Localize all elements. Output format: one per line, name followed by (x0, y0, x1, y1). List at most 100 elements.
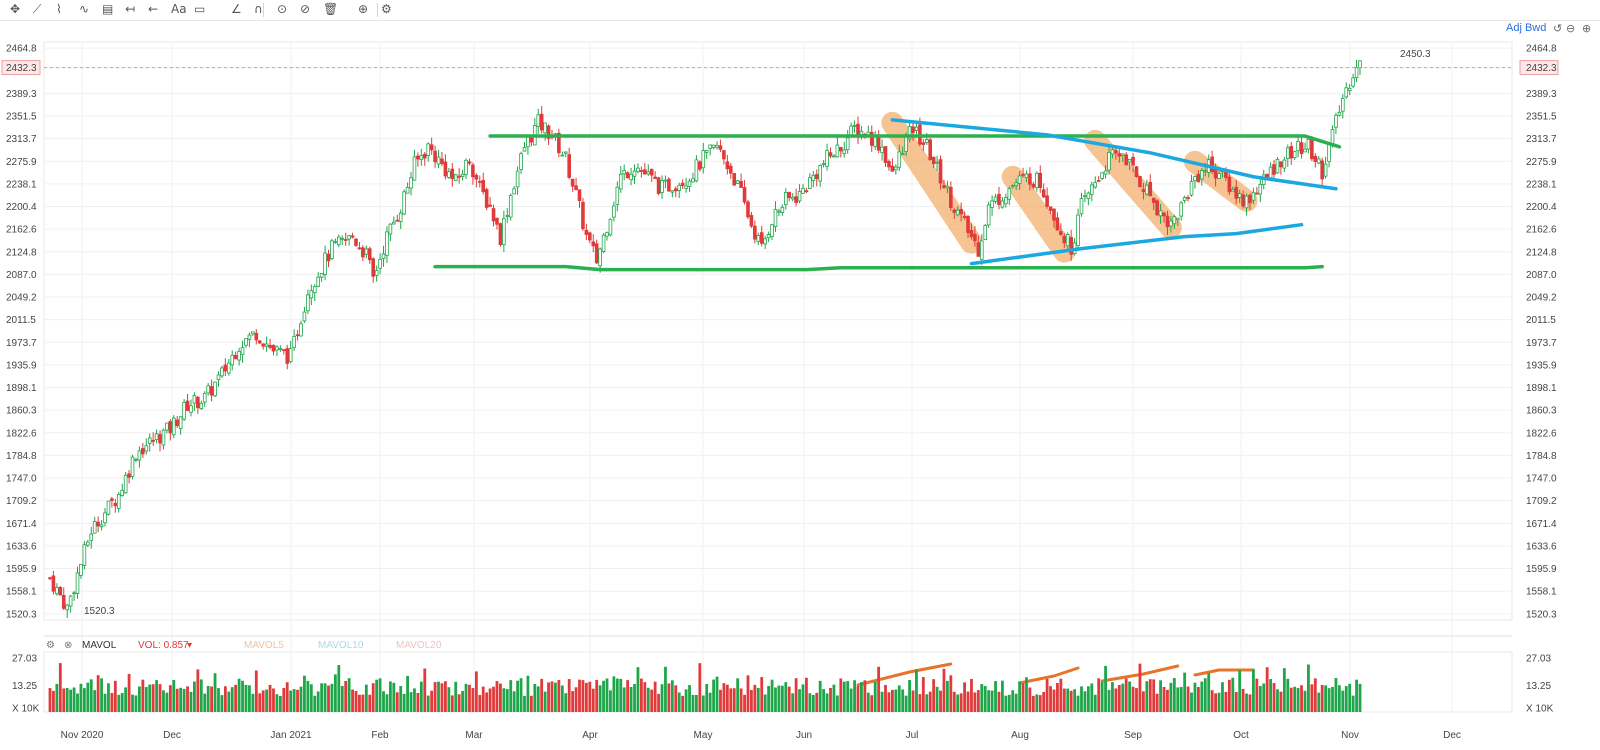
candle (735, 179, 740, 184)
volume-bar (141, 679, 145, 712)
candle (1079, 192, 1084, 217)
candle (677, 182, 682, 198)
volume-bar (842, 681, 846, 712)
time-tick-label: Oct (1233, 730, 1249, 741)
candle (746, 199, 750, 220)
price-tick-label: 1898.1 (1526, 383, 1557, 394)
hide-icon[interactable]: ⊘ (300, 2, 311, 16)
candle (240, 340, 245, 363)
candle (711, 144, 716, 150)
note-tool-icon[interactable]: ▭ (194, 2, 206, 16)
adjustment-mode-button[interactable]: Adj Bwd (1506, 22, 1547, 34)
minus-icon[interactable]: ⊖ (1566, 22, 1576, 35)
volume-bar (1231, 677, 1235, 712)
volume-bar (457, 694, 461, 712)
candle (522, 141, 527, 152)
volume-bar (385, 694, 389, 712)
candle (1076, 208, 1080, 249)
candle (873, 131, 877, 150)
volume-bar (688, 685, 691, 712)
volume-bar (447, 687, 451, 712)
crosshair-icon[interactable]: ✥ (10, 2, 21, 16)
candle (704, 149, 709, 159)
volume-bar (832, 684, 836, 712)
trend-annotations (44, 67, 1512, 687)
candle (123, 471, 128, 494)
pattern-tool-icon[interactable]: ⌇ (56, 2, 62, 16)
dropdown-icon[interactable]: ▾ (187, 640, 192, 651)
candle (883, 146, 888, 168)
candle (759, 225, 764, 247)
eye-icon[interactable]: ⊙ (277, 2, 288, 16)
undo-icon[interactable]: ↺ (1553, 22, 1563, 35)
candle (1004, 193, 1008, 208)
candle (1175, 217, 1180, 226)
candle (955, 206, 960, 217)
volume-bar (725, 684, 729, 712)
candle (99, 520, 104, 531)
candle (282, 349, 286, 355)
low-price-label: 1520.3 (84, 606, 115, 617)
candle (223, 358, 228, 377)
price-tick-label: 2011.5 (1526, 315, 1556, 326)
text-tool-icon[interactable]: Aa (171, 2, 187, 16)
candle (171, 415, 176, 439)
arrow-tool-icon[interactable]: ← (148, 2, 159, 16)
time-tick-label: Dec (1443, 730, 1461, 741)
volume-bar (1038, 695, 1042, 712)
candle (481, 172, 486, 195)
volume-bar (175, 688, 179, 712)
candle (928, 137, 933, 161)
time-tick-label: Feb (371, 730, 389, 741)
volume-bar (1107, 689, 1111, 712)
candle (443, 154, 448, 180)
volume-bar (165, 692, 169, 712)
line-tool-icon[interactable]: ⟋ (33, 2, 42, 16)
volume-bar (234, 684, 238, 712)
volume-settings-icon[interactable]: ⚙ (46, 640, 55, 651)
plus-icon[interactable]: ⊕ (1582, 22, 1592, 35)
candle (900, 146, 905, 156)
volume-bar (1021, 683, 1025, 712)
ruler-icon[interactable]: ∠ (231, 2, 242, 16)
volume-bar (959, 693, 963, 712)
range-tool-icon[interactable]: ↤ (125, 2, 136, 16)
volume-bar (1152, 679, 1156, 712)
link-icon[interactable]: ⊕ (358, 2, 369, 16)
volume-bar (719, 689, 722, 712)
toolbar-separator (263, 3, 264, 17)
candle (629, 167, 633, 186)
volume-close-icon[interactable]: ⊗ (64, 640, 72, 651)
volume-bar (1245, 693, 1248, 712)
volume-bar (853, 680, 856, 712)
volume-bar (395, 692, 399, 712)
candle (563, 151, 568, 158)
candle (618, 165, 623, 193)
volume-bar (244, 684, 248, 712)
candle (763, 235, 767, 250)
volume-bar (540, 678, 544, 712)
fib-tool-icon[interactable]: ▤ (102, 2, 114, 16)
candle (110, 496, 114, 508)
magnet-icon[interactable]: ∩ (254, 2, 263, 16)
price-tick-label-left: 2238.1 (6, 179, 37, 190)
volume-bar (419, 681, 423, 712)
candle (120, 483, 125, 497)
volume-bar (179, 687, 183, 712)
candle (588, 231, 592, 244)
time-axis: Nov 2020 Dec Jan 2021 Feb Mar Apr May Jun Jul Aug… (61, 730, 1461, 741)
volume-bar (306, 680, 310, 712)
candle (1279, 161, 1283, 175)
volume-bar (1097, 678, 1101, 712)
candle (244, 338, 248, 348)
wave-tool-icon[interactable]: ∿ (79, 2, 90, 16)
candle (921, 139, 926, 152)
toolbar-separator (377, 3, 378, 17)
volume-bar (691, 694, 695, 712)
settings-icon[interactable]: ⚙ (381, 2, 392, 16)
candle (285, 344, 290, 370)
volume-bar (316, 691, 320, 712)
trash-icon[interactable]: 🗑 (323, 2, 339, 16)
volume-bar (578, 679, 581, 712)
